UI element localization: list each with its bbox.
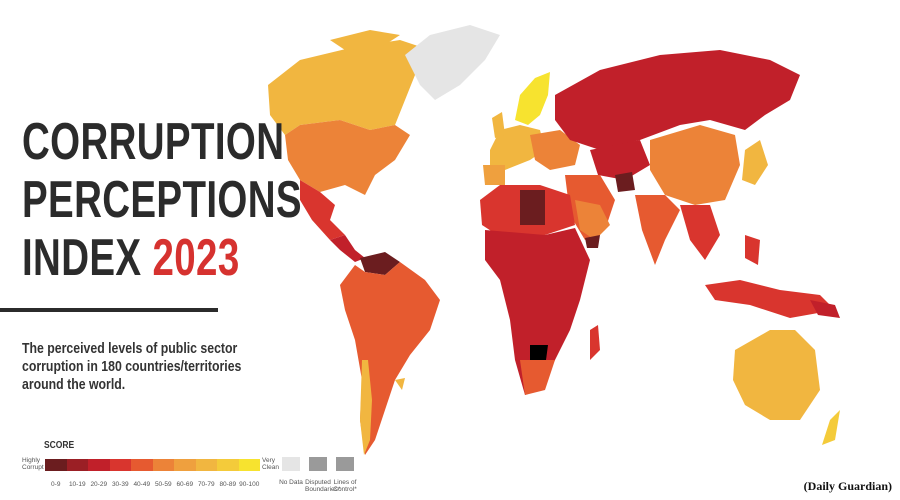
yemen xyxy=(585,235,600,248)
scandinavia xyxy=(515,72,550,125)
eastern-europe xyxy=(530,130,580,170)
legend-swatch xyxy=(88,459,110,471)
australia xyxy=(733,330,820,420)
legend-high-label: Very Clean xyxy=(262,457,279,471)
legend-bin-label: 60-69 xyxy=(176,481,194,488)
legend-bin-label: 90-100 xyxy=(239,481,260,488)
russia xyxy=(555,50,800,150)
credit: (Daily Guardian) xyxy=(803,479,892,493)
new-zealand xyxy=(822,410,840,445)
southeast-asia xyxy=(680,205,720,260)
legend-swatch xyxy=(238,459,260,471)
chile xyxy=(360,360,372,455)
afghanistan xyxy=(615,172,635,192)
south-america xyxy=(340,262,440,455)
legend-bin-label: 10-19 xyxy=(68,481,86,488)
india xyxy=(635,195,680,265)
usa xyxy=(285,120,410,195)
legend-swatch xyxy=(131,459,153,471)
legend-extra-label: Lines of Control* xyxy=(333,479,357,493)
madagascar xyxy=(590,325,600,360)
iberia xyxy=(483,165,505,185)
subtitle-line: corruption in 180 countries/territories xyxy=(22,358,242,375)
subtitle-line: around the world. xyxy=(22,376,126,393)
uruguay xyxy=(395,378,405,390)
botswana xyxy=(530,345,548,360)
legend-swatch xyxy=(217,459,239,471)
subtitle-line: The perceived levels of public sector xyxy=(22,340,238,357)
legend-swatch xyxy=(152,459,174,471)
legend-swatch xyxy=(66,459,88,471)
title-year: 2023 xyxy=(152,229,240,287)
arabia xyxy=(575,200,610,240)
legend-swatch xyxy=(109,459,131,471)
legend-extra-swatch xyxy=(336,457,354,471)
indonesia xyxy=(705,280,835,318)
alaska-arctic xyxy=(330,30,400,50)
central-asia xyxy=(590,140,650,180)
png xyxy=(810,300,840,318)
central-america xyxy=(330,235,365,262)
uk xyxy=(492,112,505,138)
legend-title: SCORE xyxy=(44,440,75,451)
title-line: INDEX 2023 xyxy=(22,232,240,284)
legend-bin-label: 50-59 xyxy=(154,481,172,488)
greenland xyxy=(405,25,500,100)
legend-bin-label: 30-39 xyxy=(111,481,129,488)
title-line: CORRUPTION xyxy=(22,113,285,171)
canada xyxy=(268,40,430,135)
legend-extra-label: Disputed Boundaries* xyxy=(305,479,341,493)
legend-bin-label: 0-9 xyxy=(51,481,61,488)
south-africa xyxy=(520,360,555,395)
venezuela xyxy=(360,252,400,275)
mexico xyxy=(300,180,345,240)
libya xyxy=(520,190,545,225)
japan-korea xyxy=(742,140,768,185)
title-word: INDEX xyxy=(22,229,142,287)
legend-extra-swatch xyxy=(309,457,327,471)
legend-low-label: Highly Corrupt xyxy=(22,457,44,471)
philippines xyxy=(745,235,760,265)
divider xyxy=(0,308,218,312)
legend-extra-label: No Data xyxy=(279,479,303,486)
legend-swatch xyxy=(174,459,196,471)
legend-bin-label: 40-49 xyxy=(133,481,151,488)
legend-bin-label: 70-79 xyxy=(197,481,215,488)
china xyxy=(650,125,740,205)
legend-extra-swatch xyxy=(282,457,300,471)
legend-bin-label: 80-89 xyxy=(219,481,237,488)
legend-swatch xyxy=(45,459,67,471)
legend-swatch xyxy=(195,459,217,471)
title-line: PERCEPTIONS xyxy=(22,171,302,229)
legend-bin-label: 20-29 xyxy=(90,481,108,488)
sub-saharan-africa xyxy=(485,228,590,395)
